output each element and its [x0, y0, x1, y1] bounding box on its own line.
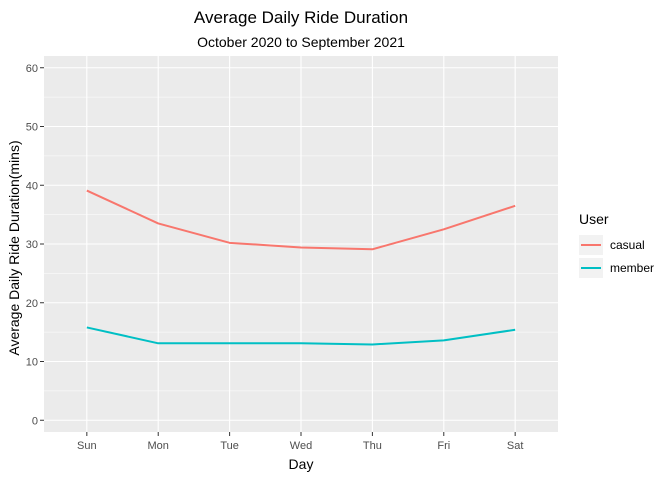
- x-tick-label: Sun: [77, 440, 97, 452]
- x-axis-title: Day: [289, 456, 314, 472]
- y-axis-ticks: 0 10 20 30 40 50 60: [26, 63, 44, 427]
- chart-subtitle: October 2020 to September 2021: [197, 34, 405, 50]
- series-lines: [86, 189, 516, 346]
- legend-title: User: [579, 211, 609, 227]
- x-tick-label: Wed: [290, 440, 312, 452]
- major-gridlines: [44, 56, 558, 432]
- y-tick-label: 10: [26, 357, 38, 369]
- y-tick-label: 30: [26, 239, 38, 251]
- legend-label-casual: casual: [610, 238, 645, 252]
- x-axis-ticks: Sun Mon Tue Wed Thu Fri Sat: [77, 432, 523, 452]
- y-tick-label: 20: [26, 298, 38, 310]
- y-axis-title: Average Daily Ride Duration(mins): [6, 140, 22, 355]
- legend-label-member: member: [610, 261, 654, 275]
- chart-title: Average Daily Ride Duration: [194, 8, 408, 27]
- y-tick-label: 0: [32, 415, 38, 427]
- y-tick-label: 60: [26, 63, 38, 75]
- x-tick-label: Sat: [507, 440, 524, 452]
- x-tick-label: Mon: [148, 440, 169, 452]
- x-tick-label: Fri: [437, 440, 450, 452]
- series-line-member: [86, 326, 516, 346]
- series-line-casual: [86, 189, 516, 251]
- legend: User casual member: [579, 211, 654, 278]
- x-tick-label: Thu: [363, 440, 382, 452]
- y-tick-label: 50: [26, 122, 38, 134]
- y-tick-label: 40: [26, 180, 38, 192]
- x-tick-label: Tue: [220, 440, 239, 452]
